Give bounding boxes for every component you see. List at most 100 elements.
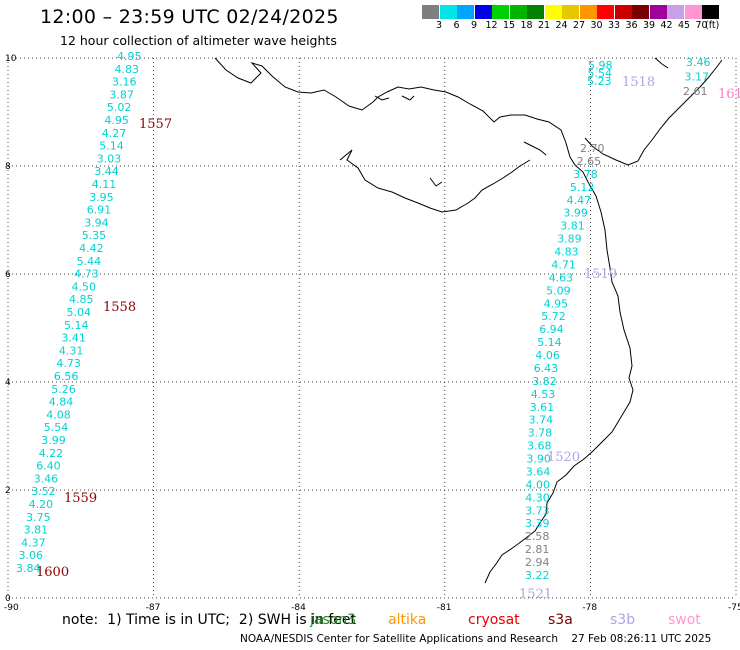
wave-height-value: 4.53 [531,388,556,401]
color-scale-label: 12 [485,20,498,31]
color-scale-label: 45 [677,20,691,31]
wave-height-value: 3.75 [26,511,50,524]
x-tick-label: -78 [582,603,597,613]
atlantic-coastline [584,59,723,166]
pass-label: 1519 [584,267,617,282]
barrier-island [523,141,547,156]
color-scale-label: 9 [470,20,478,31]
satellite-legend-item: s3b [610,612,636,628]
color-scale-swatch [509,5,527,19]
y-tick-label: 10 [5,54,17,64]
wave-height-value: 3.46 [34,472,59,485]
louisiana-coastline [339,149,531,213]
wave-height-value: 4.31 [59,344,84,357]
color-scale-swatch [684,5,702,19]
wave-height-value: 4.63 [549,271,574,284]
color-scale-swatch [474,5,492,19]
wave-height-value: 5.14 [99,140,124,153]
color-scale-label: 21 [537,20,551,31]
color-scale-label: 33 [607,20,621,31]
pass-label: 1600 [36,565,69,580]
satellite-legend-item: altika [388,612,427,628]
x-tick-label: -90 [4,603,19,613]
wave-height-value: 4.37 [21,536,45,549]
wave-height-value: 4.00 [526,478,551,491]
color-scale-label: 15 [502,20,516,31]
wave-height-value: 4.83 [554,246,579,259]
barrier-island [374,95,390,101]
y-tick-label: 8 [5,162,11,172]
wave-height-value: 3.74 [529,414,554,427]
wave-height-value: 2.70 [580,142,605,155]
x-tick-label: -87 [146,603,161,613]
color-scale-swatch [457,5,474,19]
wave-height-value: 5.14 [64,319,89,332]
wave-height-value: 5.23 [587,75,612,88]
wave-height-value: 2.58 [525,530,550,543]
color-scale-swatch [632,5,649,19]
color-scale-swatch [649,5,667,19]
wave-height-value: 3.46 [686,56,711,69]
color-scale-label: 6 [453,20,460,31]
wave-height-value: 3.73 [525,504,550,517]
wave-height-value: 3.52 [31,485,56,498]
wave-height-value: 4.95 [117,50,142,63]
wave-height-value: 5.54 [588,67,613,80]
altimeter-tracks: 4.954.833.163.875.024.954.275.143.033.44… [16,50,711,582]
satellite-legend-item: swot [668,612,701,628]
wave-height-value: 3.84 [16,562,41,575]
color-scale-label: 18 [520,20,533,31]
wave-height-value: 4.71 [551,259,576,272]
pass-label: 1557 [139,117,172,132]
wave-height-value: 4.11 [92,178,117,191]
color-scale-label: 27 [572,20,586,31]
lat-lon-grid [7,57,737,599]
pass-label: 1558 [103,300,136,315]
credit-text: NOAA/NESDIS Center for Satellite Applica… [240,633,712,645]
wave-height-value: 3.94 [84,216,109,229]
wave-height-value: 5.12 [570,181,595,194]
barrier-island [429,177,443,187]
wave-height-value: 4.30 [525,491,550,504]
wave-height-value: 6.40 [36,460,61,473]
color-scale-label: 24 [555,20,568,31]
map-title: 12:00 – 23:59 UTC 02/24/2025 [40,6,339,28]
color-scale-swatch [579,5,597,19]
pass-label: 1518 [622,75,655,90]
wave-height-value: 5.44 [77,255,102,268]
satellite-legend-item: cryosat [468,612,520,628]
satellite-legend-item: jason3 [310,612,357,628]
color-scale-label: 39 [642,20,656,31]
wave-height-value: 6.56 [54,370,79,383]
barrier-island [401,95,415,101]
wave-height-value: 5.04 [67,306,92,319]
wave-height-value: 3.06 [19,549,44,562]
wave-height-value: 3.61 [530,401,555,414]
wave-height-value: 4.50 [72,280,97,293]
wave-height-value: 4.47 [567,194,592,207]
wave-height-value: 3.81 [560,220,585,233]
wave-height-value: 2.81 [525,543,550,556]
wave-height-value: 5.09 [546,284,571,297]
wave-height-value: 3.78 [573,168,598,181]
wave-height-value: 4.08 [46,408,71,421]
wave-height-value: 2.65 [577,155,602,168]
wave-height-value: 5.26 [51,383,76,396]
wave-height-value: 3.99 [563,207,588,220]
wave-height-value: 3.78 [528,427,553,440]
wave-height-value: 3.44 [94,165,119,178]
wave-height-value: 3.41 [61,332,86,345]
wave-height-value: 5.98 [588,59,613,72]
x-tick-label: -81 [437,603,452,613]
wave-height-value: 5.54 [44,421,69,434]
axis-ticks: -90 -87 -84 -81 -78 -75 0 2 4 6 8 10 [4,54,740,613]
color-scale-label: 3 [435,20,443,31]
wave-height-value: 4.95 [104,114,128,127]
pass-label: 161 [718,87,740,102]
satellite-legend-item: s3a [548,612,573,628]
wave-height-value: 4.06 [535,349,560,362]
color-scale-swatch [492,5,509,19]
wave-height-value: 3.64 [526,466,551,479]
wave-height-value: 5.02 [107,101,131,114]
